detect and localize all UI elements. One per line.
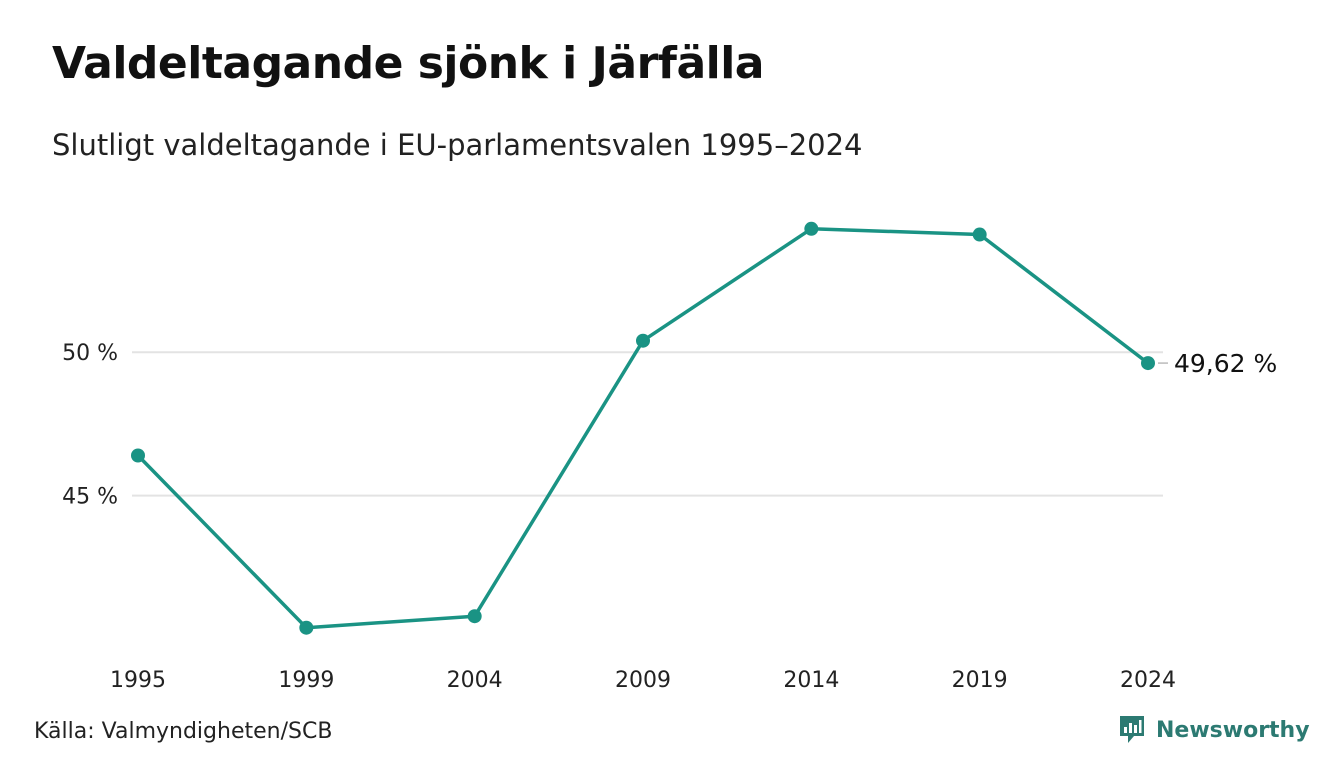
x-tick-label: 2019: [952, 668, 1008, 693]
y-axis-tick-labels: 45 % 50 %: [62, 341, 118, 509]
data-point: [1141, 356, 1155, 371]
x-tick-label: 1999: [278, 668, 334, 693]
data-point: [972, 227, 987, 242]
data-point: [299, 620, 314, 635]
end-label-group: 49,62 %: [1158, 349, 1277, 378]
data-point: [467, 609, 482, 624]
x-tick-label: 2009: [615, 668, 671, 693]
brand-name: Newsworthy: [1156, 717, 1310, 743]
x-tick-label: 1995: [110, 668, 166, 693]
x-tick-label: 2024: [1120, 668, 1176, 693]
end-value-label: 49,62 %: [1174, 349, 1277, 378]
x-tick-label: 2004: [447, 668, 503, 693]
y-tick-label: 50 %: [62, 341, 118, 366]
y-tick-label: 45 %: [62, 485, 118, 510]
series-line: [136, 227, 1150, 630]
brand-logo: Newsworthy: [1118, 714, 1310, 746]
data-point: [804, 221, 819, 236]
series-points: [131, 221, 1155, 635]
data-point: [636, 333, 650, 348]
x-axis-tick-labels: 1995 1999 2004 2009 2014 2019 2024: [110, 668, 1176, 693]
chart-subtitle: Slutligt valdeltagande i EU-parlamentsva…: [52, 128, 863, 162]
gridlines: [132, 351, 1163, 497]
x-tick-label: 2014: [783, 668, 839, 693]
data-point: [131, 448, 145, 463]
newsworthy-logo-icon: [1120, 716, 1144, 743]
series-line-group: [136, 227, 1150, 630]
source-note: Källa: Valmyndigheten/SCB: [34, 719, 333, 744]
chart-title: Valdeltagande sjönk i Järfälla: [52, 38, 765, 89]
